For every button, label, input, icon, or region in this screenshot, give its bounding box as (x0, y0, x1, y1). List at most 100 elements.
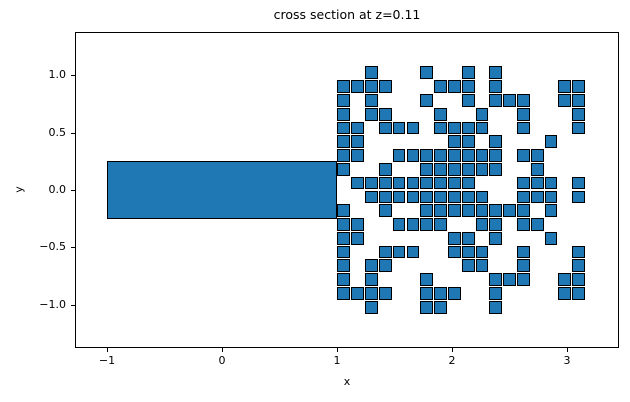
cube-cell (337, 162, 351, 176)
cube-cell (572, 273, 585, 287)
cube-cell (516, 259, 530, 273)
cube-cell (351, 287, 365, 300)
cube-cell (365, 300, 378, 314)
y-tick-label: −0.5 (39, 240, 66, 254)
cube-cell (434, 218, 447, 231)
cube-cell (392, 149, 406, 162)
cube-cell (337, 259, 351, 273)
cube-cell (516, 121, 530, 135)
cube-cell (378, 245, 392, 259)
cube-cell (558, 287, 572, 300)
cube-cell (420, 176, 434, 190)
cube-cell (406, 190, 420, 204)
x-tick-label: 2 (448, 354, 456, 367)
cube-cell (572, 107, 585, 121)
cube-cell (406, 149, 420, 162)
cube-cell (530, 162, 544, 176)
y-tick-label: 0.5 (48, 125, 67, 139)
cube-cell (572, 176, 585, 190)
cube-cell (516, 176, 530, 190)
cube-cell (503, 273, 516, 287)
cube-cell (461, 121, 475, 135)
cube-cell (378, 259, 392, 273)
cube-cell (516, 190, 530, 204)
cube-cell (337, 273, 351, 287)
cube-cell (447, 135, 461, 149)
cube-cell (489, 287, 503, 300)
cube-cell (434, 176, 447, 190)
cube-cell (489, 300, 503, 314)
cube-cell (365, 273, 378, 287)
cube-cell (337, 121, 351, 135)
x-tick (452, 348, 453, 352)
cube-cell (475, 218, 489, 231)
cube-cell (516, 245, 530, 259)
cube-cell (461, 190, 475, 204)
x-tick (106, 348, 108, 352)
cube-cell (378, 204, 392, 218)
x-tick (336, 348, 338, 352)
cube-cell (558, 273, 572, 287)
rod-cross-section (106, 161, 337, 219)
cube-cell (420, 300, 434, 314)
y-tick (71, 304, 75, 306)
cube-cell (420, 149, 434, 162)
cube-cell (365, 80, 378, 93)
cube-cell (337, 245, 351, 259)
cube-cell (447, 176, 461, 190)
cube-cell (461, 245, 475, 259)
cube-cell (489, 135, 503, 149)
cube-cell (420, 287, 434, 300)
cube-cell (351, 176, 365, 190)
cube-cell (420, 93, 434, 107)
cube-cell (447, 231, 461, 245)
cube-cell (337, 93, 351, 107)
y-tick (71, 132, 75, 134)
cube-cell (378, 176, 392, 190)
cube-cell (572, 259, 585, 273)
y-tick-label: 0.0 (48, 183, 67, 196)
cube-cell (544, 190, 558, 204)
y-tick (71, 247, 75, 249)
x-tick-label: 0 (218, 354, 226, 367)
cube-cell (351, 231, 365, 245)
cube-cell (420, 66, 434, 80)
cube-cell (420, 204, 434, 218)
cube-cell (434, 149, 447, 162)
cube-cell (544, 135, 558, 149)
cube-cell (378, 121, 392, 135)
cube-cell (475, 162, 489, 176)
cube-cell (434, 162, 447, 176)
cube-cell (365, 176, 378, 190)
cube-cell (420, 162, 434, 176)
cube-cell (447, 245, 461, 259)
cube-cell (447, 149, 461, 162)
cube-cell (572, 190, 585, 204)
cube-cell (365, 287, 378, 300)
cube-cell (434, 190, 447, 204)
cube-cell (489, 162, 503, 176)
cube-cell (530, 149, 544, 162)
cube-cell (572, 93, 585, 107)
cube-cell (392, 190, 406, 204)
cube-cell (447, 162, 461, 176)
cube-cell (544, 231, 558, 245)
cube-cell (420, 273, 434, 287)
cube-cell (461, 66, 475, 80)
cube-cell (406, 121, 420, 135)
cube-cell (516, 107, 530, 121)
cube-cell (378, 287, 392, 300)
cube-cell (461, 93, 475, 107)
cube-cell (378, 107, 392, 121)
cube-cell (544, 176, 558, 190)
cube-cell (447, 204, 461, 218)
cube-cell (475, 245, 489, 259)
cube-cell (461, 259, 475, 273)
cube-cell (378, 190, 392, 204)
cube-cell (434, 300, 447, 314)
cube-cell (447, 287, 461, 300)
cube-cell (337, 80, 351, 93)
cube-cell (406, 218, 420, 231)
cube-cell (475, 149, 489, 162)
cube-cell (337, 149, 351, 162)
